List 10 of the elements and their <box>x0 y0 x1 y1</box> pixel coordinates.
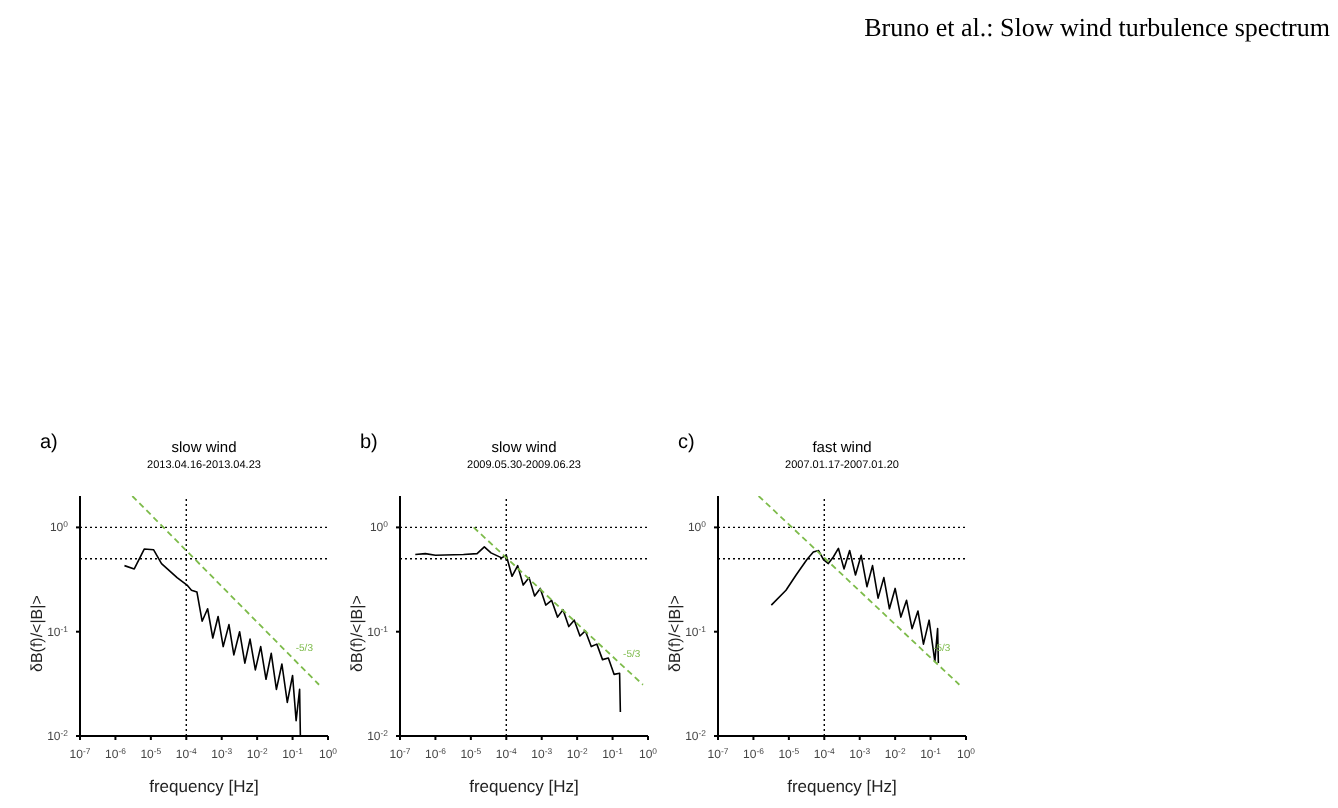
text: b) <box>360 432 378 454</box>
y-axis-title: δB(f)/<|B|> <box>27 594 46 672</box>
text: Bruno et al.: Slow wind turbulence spectrum <box>864 12 1330 44</box>
x-axis-title: frequency [Hz] <box>149 776 259 796</box>
x-axis-title: frequency [Hz] <box>469 776 579 796</box>
text: a) <box>40 432 58 454</box>
y-axis-title: δB(f)/<|B|> <box>665 594 684 672</box>
y-axis-title: δB(f)/<|B|> <box>347 594 366 672</box>
x-axis-title: frequency [Hz] <box>787 776 897 796</box>
text: c) <box>678 432 695 454</box>
